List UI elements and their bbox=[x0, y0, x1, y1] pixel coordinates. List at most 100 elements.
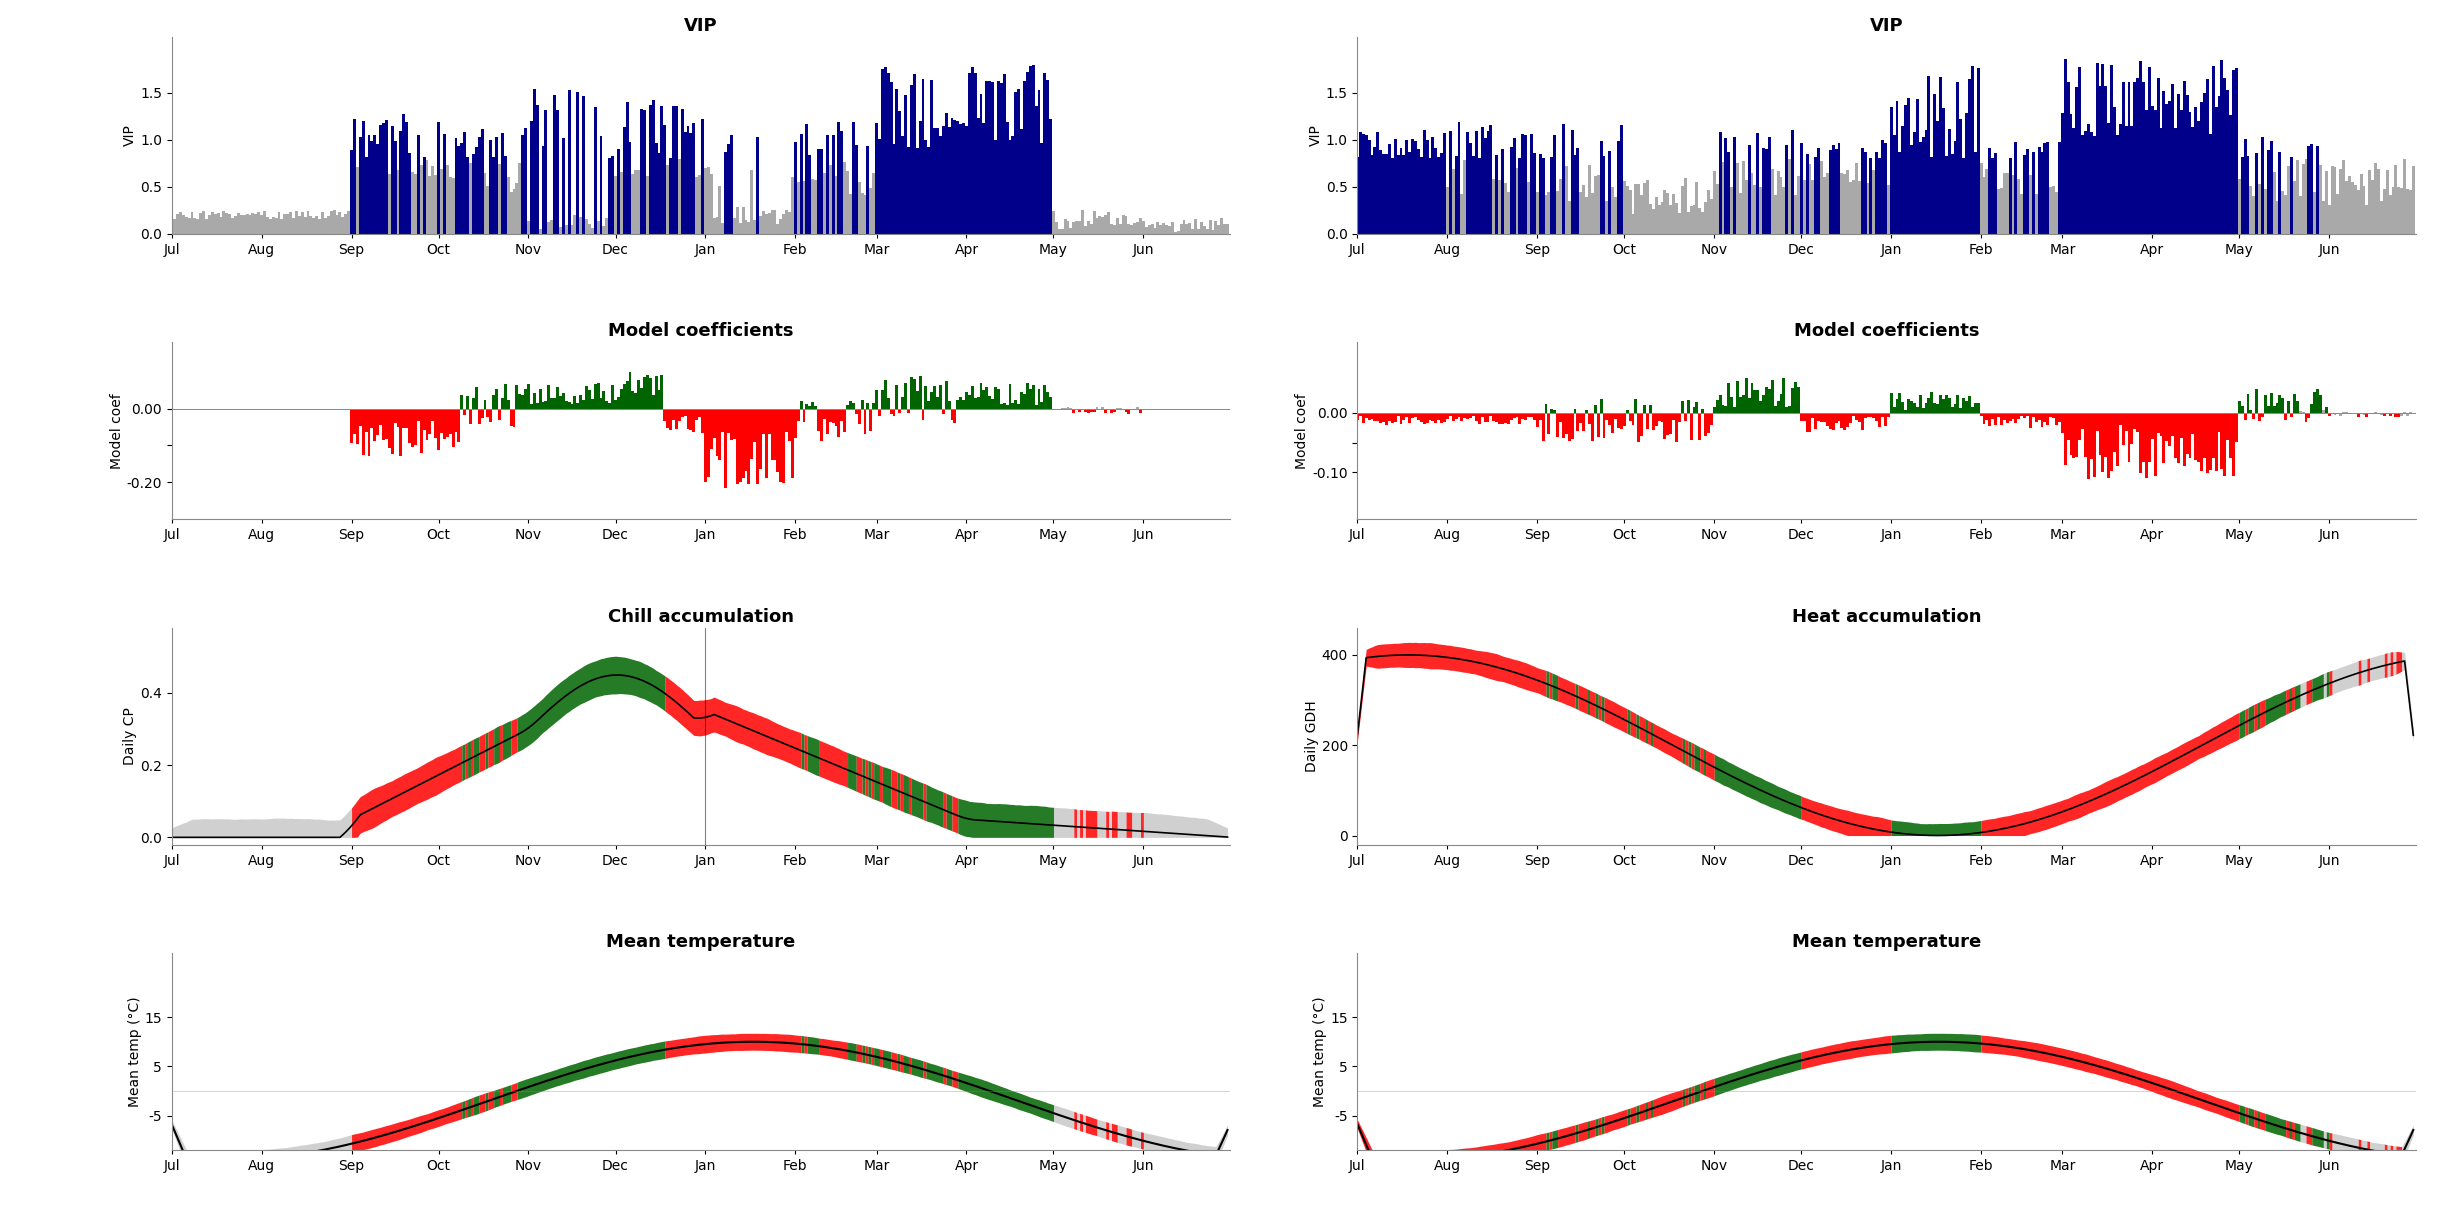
Bar bbox=[483, 173, 486, 234]
Bar bbox=[851, 403, 854, 409]
Bar bbox=[1906, 399, 1911, 413]
Bar bbox=[1739, 397, 1742, 413]
Bar bbox=[2102, 413, 2105, 472]
Bar bbox=[2119, 413, 2122, 426]
Bar bbox=[1376, 131, 1379, 234]
Bar bbox=[684, 131, 687, 234]
Bar bbox=[419, 409, 422, 453]
Bar bbox=[213, 214, 216, 234]
Bar bbox=[1460, 195, 1464, 234]
Bar bbox=[1401, 148, 1403, 234]
Bar bbox=[670, 409, 672, 431]
Bar bbox=[319, 219, 321, 234]
Bar bbox=[329, 211, 334, 234]
Bar bbox=[1509, 147, 1514, 234]
Bar bbox=[687, 125, 689, 234]
Bar bbox=[1420, 413, 1423, 422]
Bar bbox=[817, 148, 819, 234]
Bar bbox=[682, 108, 684, 234]
Y-axis label: Model coef: Model coef bbox=[1295, 393, 1310, 469]
Bar bbox=[486, 409, 488, 417]
Bar bbox=[1663, 190, 1666, 234]
Bar bbox=[2382, 413, 2387, 416]
Bar bbox=[1092, 211, 1096, 234]
Bar bbox=[1967, 397, 1970, 413]
Bar bbox=[2036, 195, 2038, 234]
Bar bbox=[2046, 413, 2048, 425]
Title: VIP: VIP bbox=[1869, 17, 1904, 35]
Bar bbox=[1673, 195, 1675, 234]
Bar bbox=[1852, 180, 1854, 234]
Bar bbox=[692, 409, 694, 432]
Bar bbox=[1884, 144, 1886, 234]
Bar bbox=[2102, 63, 2105, 234]
Bar bbox=[1514, 413, 1516, 417]
Bar bbox=[1540, 158, 1545, 234]
Bar bbox=[1808, 413, 1810, 432]
Bar bbox=[2048, 187, 2053, 234]
Bar bbox=[1133, 409, 1136, 410]
Bar bbox=[2151, 413, 2154, 438]
Bar bbox=[1357, 157, 1359, 234]
Bar bbox=[2181, 110, 2183, 234]
Bar bbox=[1980, 163, 1982, 234]
Bar bbox=[1401, 413, 1403, 424]
Bar bbox=[1626, 185, 1629, 234]
Bar bbox=[2029, 413, 2031, 427]
Bar bbox=[1712, 406, 1715, 413]
Bar bbox=[618, 397, 621, 409]
Bar bbox=[1776, 172, 1778, 234]
Bar bbox=[1818, 147, 1820, 234]
Bar bbox=[611, 385, 613, 409]
Bar bbox=[2159, 128, 2164, 234]
Bar bbox=[1678, 413, 1680, 422]
Bar bbox=[898, 409, 900, 413]
Bar bbox=[2080, 413, 2085, 428]
Bar bbox=[1771, 380, 1774, 413]
Bar bbox=[2237, 179, 2240, 234]
Bar bbox=[2117, 413, 2119, 466]
Bar bbox=[1067, 220, 1070, 234]
Bar bbox=[709, 409, 714, 449]
Bar bbox=[1984, 413, 1989, 420]
Bar bbox=[1683, 179, 1688, 234]
Bar bbox=[1084, 409, 1087, 411]
Bar bbox=[1646, 413, 1648, 428]
Bar bbox=[1207, 229, 1209, 234]
Bar bbox=[1006, 122, 1008, 234]
Bar bbox=[989, 82, 991, 234]
Bar bbox=[1374, 147, 1376, 234]
Bar bbox=[540, 389, 542, 409]
Bar bbox=[768, 213, 770, 234]
Bar bbox=[552, 95, 557, 234]
Bar bbox=[1410, 139, 1413, 234]
Bar bbox=[854, 409, 859, 414]
Bar bbox=[1410, 413, 1413, 417]
Bar bbox=[1977, 403, 1980, 413]
Bar bbox=[1413, 141, 1418, 234]
Bar bbox=[449, 409, 451, 434]
Bar bbox=[407, 409, 412, 443]
Bar bbox=[851, 122, 854, 234]
Bar bbox=[1786, 145, 1788, 234]
Bar bbox=[1060, 229, 1065, 234]
Bar bbox=[2279, 152, 2281, 234]
Bar bbox=[2134, 413, 2137, 430]
Bar bbox=[962, 123, 964, 234]
Bar bbox=[559, 396, 562, 409]
Bar bbox=[1737, 163, 1739, 234]
Bar bbox=[814, 405, 817, 409]
Bar bbox=[822, 173, 827, 234]
Bar bbox=[2061, 413, 2063, 433]
Bar bbox=[1629, 190, 1631, 234]
Bar bbox=[1830, 150, 1832, 234]
Bar bbox=[809, 155, 812, 234]
Bar bbox=[2232, 413, 2235, 476]
Bar bbox=[1886, 413, 1889, 416]
Bar bbox=[802, 409, 805, 422]
Bar bbox=[1168, 225, 1170, 234]
Bar bbox=[832, 409, 834, 424]
Bar bbox=[1624, 413, 1626, 426]
Bar bbox=[785, 209, 787, 234]
Bar bbox=[1815, 413, 1818, 428]
